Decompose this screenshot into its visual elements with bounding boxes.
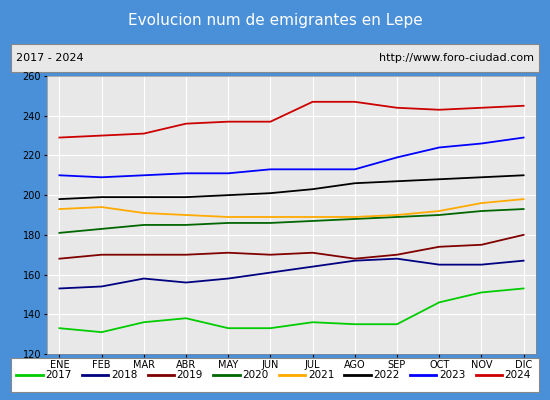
Text: 2021: 2021 (308, 370, 334, 380)
Text: 2017 - 2024: 2017 - 2024 (16, 53, 84, 63)
Text: 2024: 2024 (505, 370, 531, 380)
Text: 2019: 2019 (177, 370, 203, 380)
Text: 2018: 2018 (111, 370, 138, 380)
Text: 2020: 2020 (242, 370, 268, 380)
Text: http://www.foro-ciudad.com: http://www.foro-ciudad.com (379, 53, 534, 63)
Text: 2017: 2017 (45, 370, 72, 380)
Text: Evolucion num de emigrantes en Lepe: Evolucion num de emigrantes en Lepe (128, 14, 422, 28)
Text: 2022: 2022 (373, 370, 400, 380)
Text: 2023: 2023 (439, 370, 465, 380)
